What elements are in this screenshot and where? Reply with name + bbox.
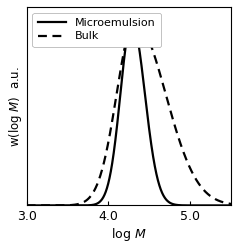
Bulk bbox=[37, 204, 40, 207]
Legend: Microemulsion, Bulk: Microemulsion, Bulk bbox=[32, 12, 161, 47]
Microemulsion bbox=[37, 204, 40, 207]
Microemulsion bbox=[114, 142, 116, 144]
Bulk bbox=[133, 20, 136, 23]
Microemulsion bbox=[103, 194, 106, 196]
Line: Bulk: Bulk bbox=[10, 22, 238, 206]
Microemulsion bbox=[130, 20, 133, 23]
Microemulsion bbox=[223, 204, 226, 207]
Bulk bbox=[114, 102, 116, 105]
Bulk bbox=[103, 159, 106, 162]
Bulk bbox=[9, 204, 12, 207]
Bulk bbox=[223, 201, 226, 204]
X-axis label: log $M$: log $M$ bbox=[111, 226, 147, 243]
Microemulsion bbox=[51, 204, 54, 207]
Microemulsion bbox=[9, 204, 12, 207]
Line: Microemulsion: Microemulsion bbox=[10, 22, 238, 206]
Y-axis label: w(log $M$)  a.u.: w(log $M$) a.u. bbox=[7, 66, 24, 147]
Bulk bbox=[51, 204, 54, 207]
